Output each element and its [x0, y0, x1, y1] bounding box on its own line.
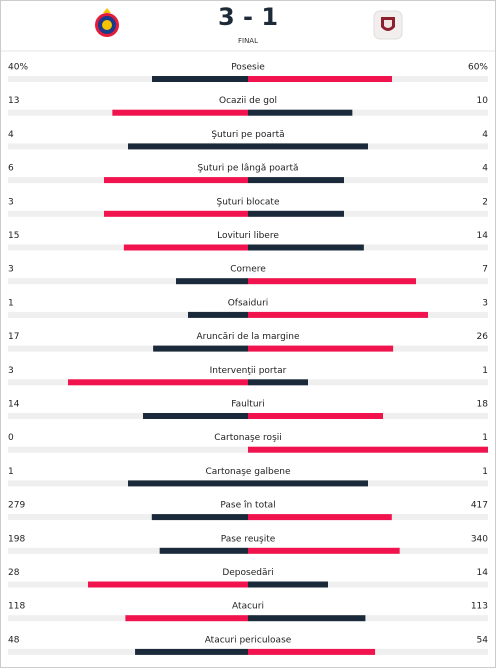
away-bar — [248, 648, 376, 655]
home-bar — [135, 648, 248, 655]
away-value: 60% — [468, 63, 488, 73]
away-bar — [248, 278, 416, 285]
home-value: 6 — [8, 164, 14, 174]
home-bar — [152, 76, 248, 82]
stat-label: Cornere — [230, 265, 266, 275]
away-value: 4 — [482, 130, 488, 140]
away-bar — [248, 311, 428, 318]
away-bar — [248, 76, 392, 82]
stat-label: Pase în total — [220, 501, 275, 511]
away-bar — [248, 446, 488, 453]
away-value: 417 — [471, 501, 488, 511]
home-bar — [128, 480, 248, 487]
away-value: 26 — [477, 332, 489, 342]
home-value: 14 — [8, 400, 20, 410]
away-value: 4 — [482, 164, 488, 174]
stat-label: Lovituri libere — [217, 231, 279, 241]
home-value: 3 — [8, 197, 14, 207]
stat-label: Atacuri periculoase — [205, 635, 292, 645]
away-value: 14 — [477, 568, 489, 578]
away-bar — [248, 143, 368, 150]
home-logo — [95, 8, 119, 37]
home-value: 4 — [8, 130, 14, 140]
home-bar — [112, 109, 248, 116]
stat-label: Intervenţii portar — [210, 366, 287, 376]
stat-label: Şuturi blocate — [217, 197, 280, 207]
away-logo — [373, 10, 403, 40]
stat-label: Ofsaiduri — [228, 298, 269, 308]
stat-label: Ocazii de gol — [219, 96, 277, 106]
away-value: 1 — [482, 467, 488, 477]
away-value: 18 — [477, 400, 489, 410]
away-value: 54 — [477, 635, 489, 645]
away-value: 7 — [482, 265, 488, 275]
stat-label: Posesie — [231, 63, 265, 73]
away-bar — [248, 109, 353, 116]
score: 3 - 1 — [218, 3, 278, 31]
home-value: 28 — [8, 568, 20, 578]
home-value: 0 — [8, 433, 14, 443]
stat-label: Cartonaşe roşii — [214, 433, 282, 443]
home-value: 13 — [8, 96, 19, 106]
away-value: 10 — [477, 96, 489, 106]
away-value: 113 — [471, 602, 488, 612]
home-value: 3 — [8, 265, 14, 275]
away-bar — [248, 480, 368, 487]
away-value: 1 — [482, 366, 488, 376]
home-bar — [151, 514, 248, 521]
home-value: 17 — [8, 332, 19, 342]
home-bar — [125, 615, 248, 622]
away-value: 1 — [482, 433, 488, 443]
home-bar — [153, 345, 248, 352]
stat-label: Şuturi pe poartă — [211, 130, 284, 140]
home-bar — [188, 311, 248, 318]
home-value: 48 — [8, 635, 20, 645]
home-bar — [104, 177, 248, 184]
away-bar — [248, 413, 383, 419]
stat-label: Deposedări — [222, 568, 273, 578]
away-bar — [248, 177, 344, 184]
stat-label: Atacuri — [232, 602, 264, 612]
away-value: 3 — [482, 298, 488, 308]
home-bar — [176, 278, 248, 285]
home-bar — [143, 413, 248, 419]
away-bar — [248, 615, 366, 622]
home-bar — [88, 581, 248, 588]
home-bar — [128, 143, 248, 150]
home-value: 40% — [8, 63, 28, 73]
match-status: FINAL — [238, 37, 258, 45]
away-bar — [248, 244, 364, 251]
away-value: 2 — [482, 197, 488, 207]
away-bar — [248, 345, 394, 352]
stat-label: Faulturi — [231, 400, 265, 410]
home-bar — [123, 244, 248, 251]
home-bar — [159, 547, 248, 554]
stat-label: Aruncări de la margine — [196, 332, 300, 342]
away-bar — [248, 547, 400, 554]
away-bar — [248, 210, 344, 217]
away-value: 340 — [471, 534, 488, 544]
away-bar — [248, 379, 308, 386]
away-bar — [248, 514, 392, 521]
home-bar — [68, 379, 248, 386]
stat-label: Şuturi pe lângă poartă — [197, 164, 298, 174]
home-value: 3 — [8, 366, 14, 376]
home-value: 15 — [8, 231, 19, 241]
away-value: 14 — [477, 231, 489, 241]
stat-label: Pase reuşite — [221, 534, 276, 544]
home-value: 198 — [8, 534, 25, 544]
home-value: 1 — [8, 298, 14, 308]
away-bar — [248, 581, 328, 588]
home-value: 1 — [8, 467, 14, 477]
home-bar — [104, 210, 248, 217]
home-value: 118 — [8, 602, 25, 612]
home-value: 279 — [8, 501, 25, 511]
stat-label: Cartonaşe galbene — [205, 467, 291, 477]
